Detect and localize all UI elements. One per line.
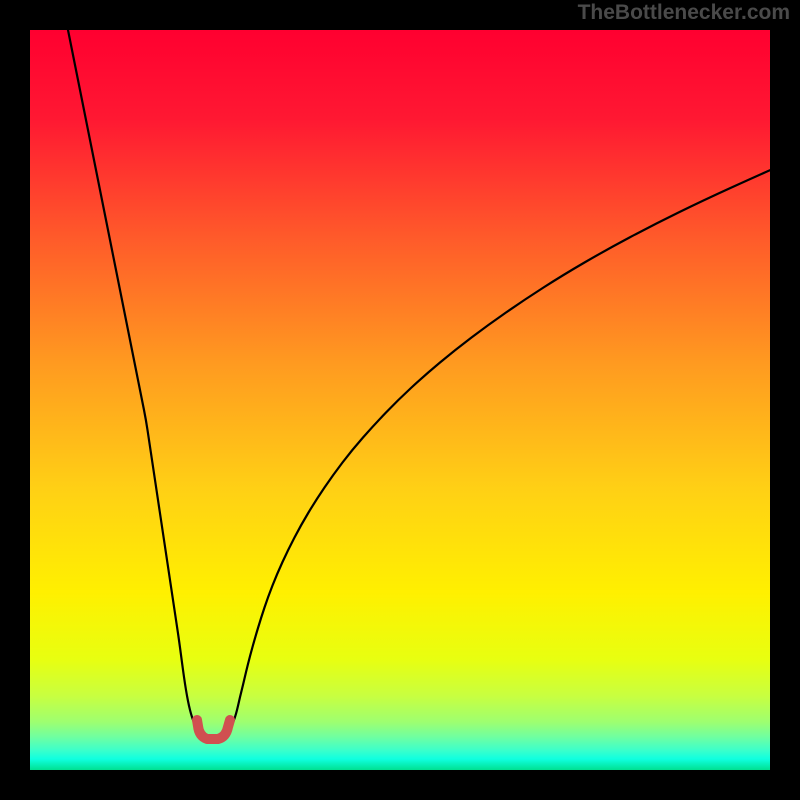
- bottleneck-chart: [0, 0, 800, 800]
- watermark-text: TheBottlenecker.com: [578, 1, 790, 25]
- chart-container: TheBottlenecker.com: [0, 0, 800, 800]
